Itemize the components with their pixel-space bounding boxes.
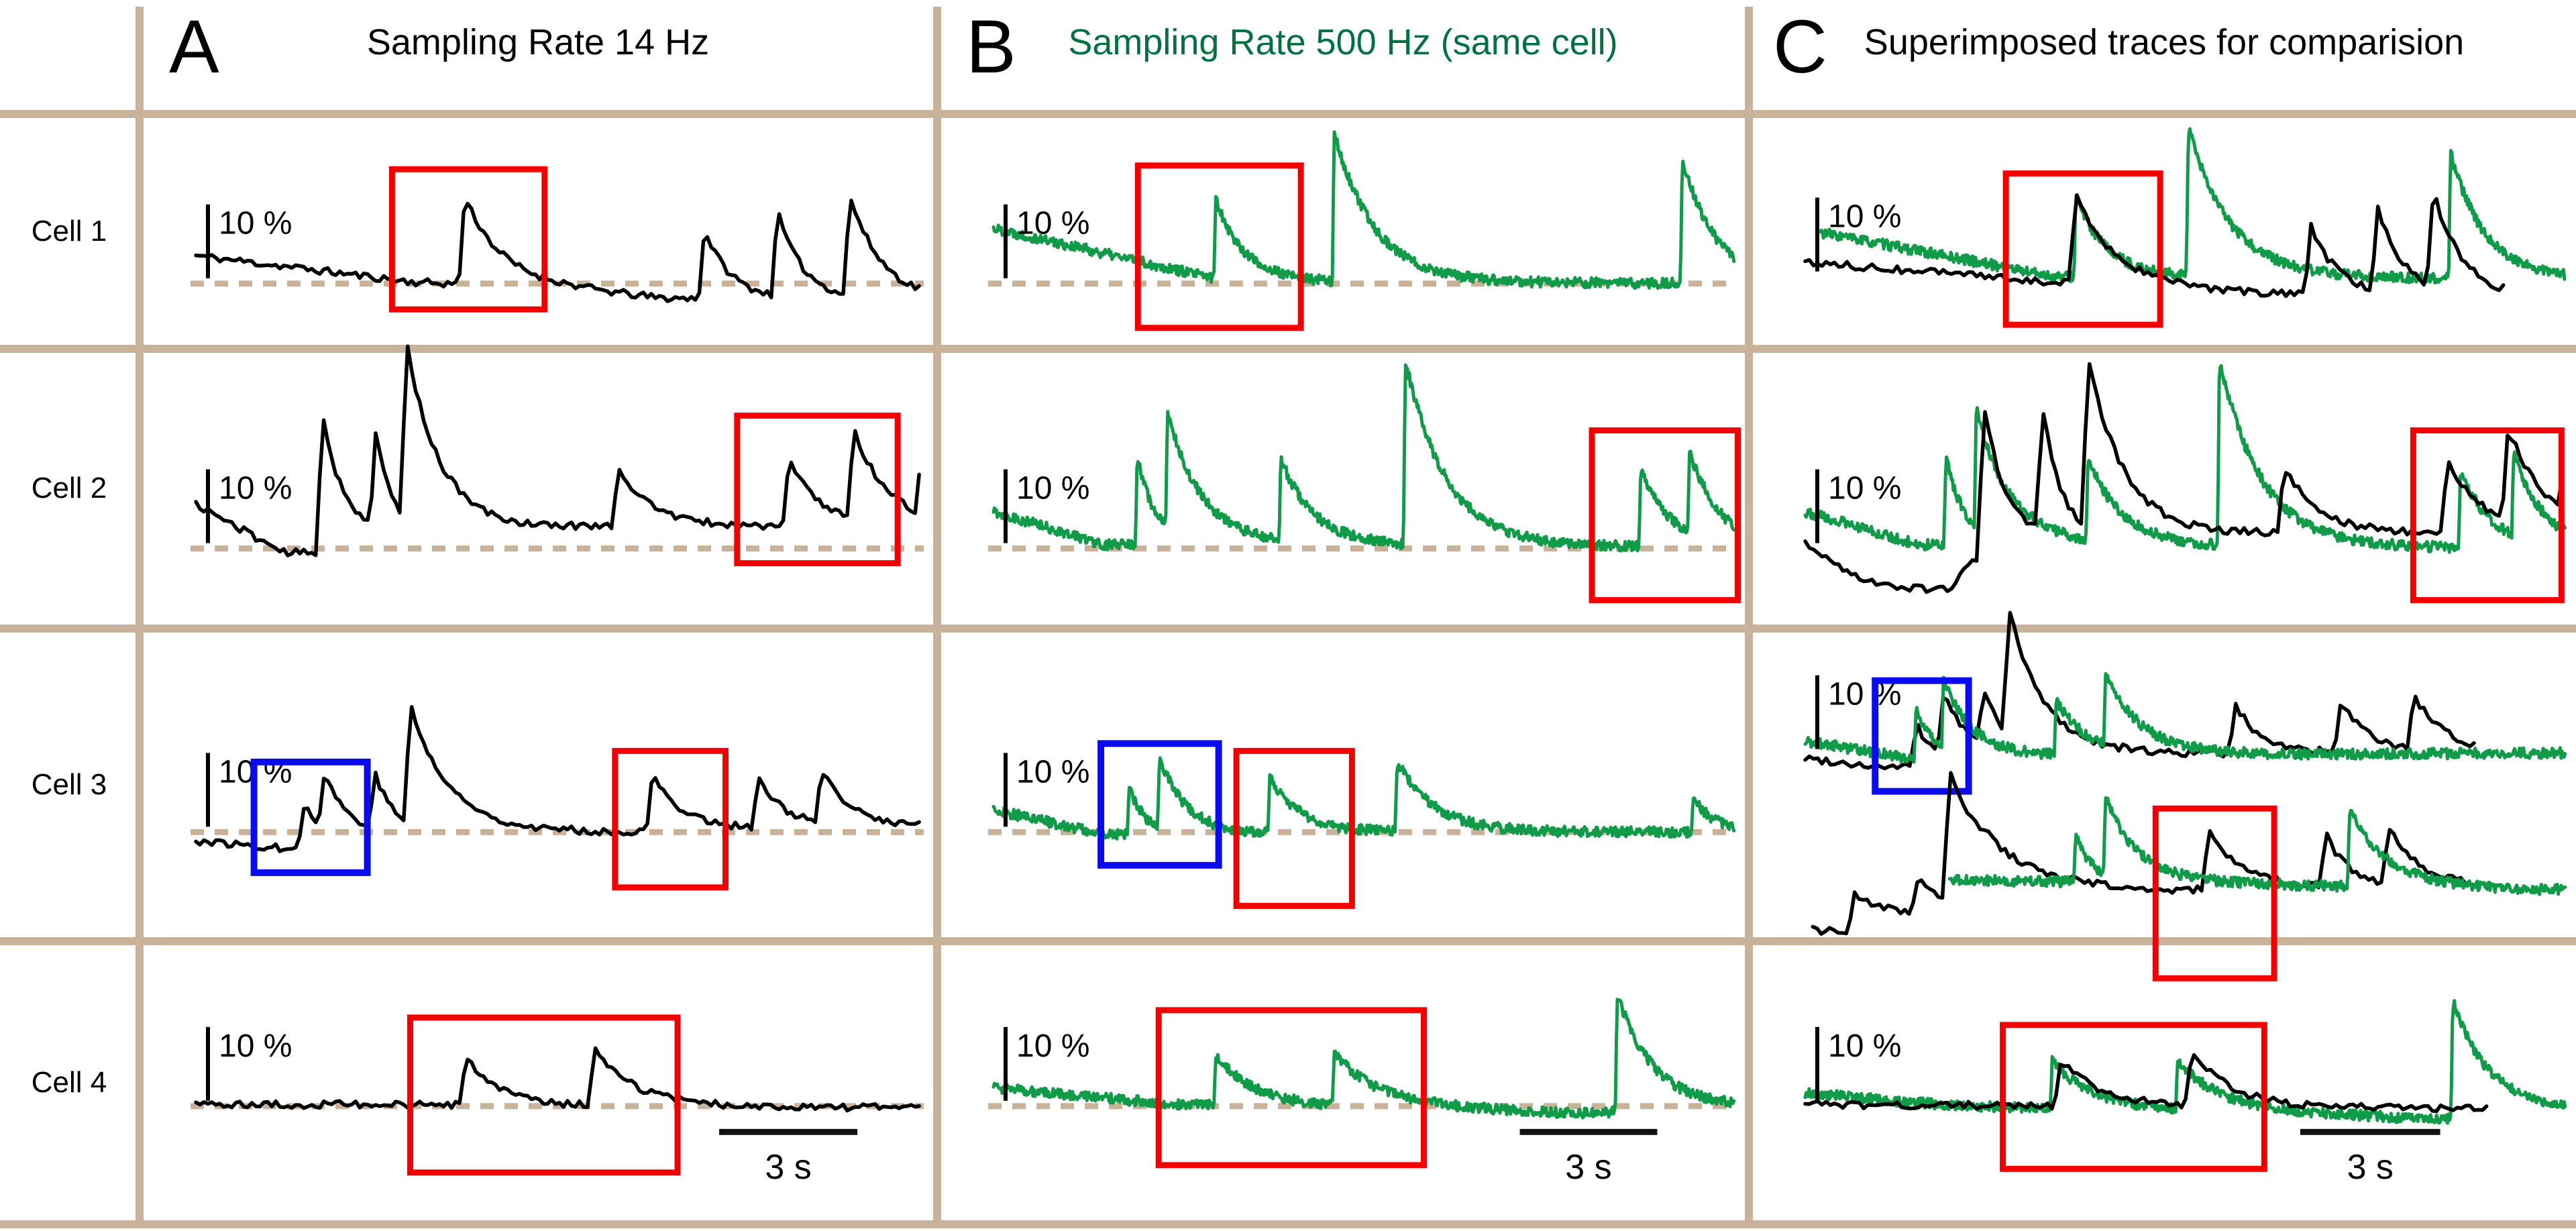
amp-scale-label-c2: 10 % xyxy=(1828,471,1901,506)
highlight-box-red-a1 xyxy=(388,166,548,313)
time-scale-label-b4: 3 s xyxy=(1565,1148,1611,1187)
row-label-cell-2: Cell 2 xyxy=(31,472,107,504)
column-title-superimposed: Superimposed traces for comparision xyxy=(1864,22,2465,62)
panel-b1: 10 % xyxy=(988,130,1736,331)
row-label-cell-4: Cell 4 xyxy=(31,1066,107,1099)
amp-scale-label-c1: 10 % xyxy=(1828,199,1901,235)
panel-c3: 10 % xyxy=(1803,610,2567,981)
row-label-cell-1: Cell 1 xyxy=(31,215,107,248)
column-title-14hz: Sampling Rate 14 Hz xyxy=(366,22,710,62)
panel-b3: 10 % xyxy=(988,740,1736,909)
highlight-box-red-c2 xyxy=(2410,427,2565,604)
highlight-box-red-b3-2 xyxy=(1233,747,1355,909)
trace-c2-500hz xyxy=(1803,364,2567,554)
trace-b1-500hz xyxy=(991,130,1736,290)
grid-hline-row2 xyxy=(0,625,2576,633)
trace-c3-14hz xyxy=(1803,610,2476,771)
grid-hline-bottom xyxy=(0,1220,2576,1228)
column-title-500hz: Sampling Rate 500 Hz (same cell) xyxy=(1068,22,1618,62)
trace-c2-14hz xyxy=(1803,362,2564,594)
panel-a1: 10 % xyxy=(191,166,924,313)
trace-b4-500hz xyxy=(991,998,1736,1120)
time-scalebar-b4 xyxy=(1519,1128,1658,1135)
highlight-box-blue-b3 xyxy=(1097,740,1222,869)
amp-scale-label-a1: 10 % xyxy=(219,206,292,242)
trace-c3-14hz xyxy=(1811,771,2475,936)
amp-scale-label-a2: 10 % xyxy=(219,471,292,506)
panel-letter-b: B xyxy=(966,5,1016,89)
time-scale-label-c4: 3 s xyxy=(2347,1148,2394,1187)
grid-hline-header xyxy=(0,110,2576,118)
highlight-box-red-b1 xyxy=(1134,162,1304,331)
amp-scale-label-c4: 10 % xyxy=(1828,1028,1901,1064)
amp-scale-label-b4: 10 % xyxy=(1016,1028,1089,1064)
highlight-box-blue-c3 xyxy=(1872,677,1972,795)
amp-scale-label-a4: 10 % xyxy=(219,1028,292,1064)
highlight-box-red-a3-2 xyxy=(612,747,729,891)
amp-scale-label-b2: 10 % xyxy=(1016,471,1089,506)
trace-a2-14hz xyxy=(194,344,921,557)
highlight-box-red-b2 xyxy=(1589,427,1741,604)
highlight-box-red-c4 xyxy=(2000,1022,2267,1172)
amp-scale-label-b1: 10 % xyxy=(1016,206,1089,242)
highlight-box-red-a2 xyxy=(734,413,901,567)
trace-c3-500hz xyxy=(1947,796,2567,896)
grid-hline-row1 xyxy=(0,345,2576,353)
panel-letter-c: C xyxy=(1773,5,1827,89)
time-scale-label-a4: 3 s xyxy=(765,1148,811,1187)
trace-b2-500hz xyxy=(991,363,1736,553)
panel-c1: 10 % xyxy=(1803,127,2567,328)
trace-b3-500hz xyxy=(991,756,1736,841)
panel-a2: 10 % xyxy=(191,344,924,567)
trace-c4-500hz xyxy=(1803,999,2567,1125)
grid-vline-bc xyxy=(1745,7,1753,1228)
panel-a3: 10 % xyxy=(191,705,924,891)
trace-c1-500hz xyxy=(1819,127,2567,284)
grid-hline-row3 xyxy=(0,937,2576,945)
trace-a4-14hz xyxy=(194,1046,921,1113)
highlight-box-red-b4 xyxy=(1155,1007,1427,1169)
grid-vline-left xyxy=(136,7,144,1228)
highlight-box-blue-a3 xyxy=(250,758,371,876)
amp-scale-label-b3: 10 % xyxy=(1016,754,1089,790)
panel-b4: 10 % 3 s xyxy=(988,998,1736,1187)
highlight-box-red-a4 xyxy=(407,1014,681,1176)
grid-vline-ab xyxy=(933,7,941,1228)
panel-a4: 10 % 3 s xyxy=(191,1014,924,1187)
trace-c1-14hz xyxy=(1803,193,2506,299)
panel-letter-a: A xyxy=(169,5,219,89)
trace-c4-14hz xyxy=(1803,1053,2489,1114)
panel-c2: 10 % xyxy=(1803,362,2567,604)
time-scalebar-a4 xyxy=(719,1128,858,1135)
highlight-box-red-c1 xyxy=(2002,170,2163,328)
trace-a1-14hz xyxy=(194,199,921,303)
trace-c3-500hz xyxy=(1803,672,2567,764)
time-scalebar-c4 xyxy=(2300,1128,2440,1135)
panel-b2: 10 % xyxy=(988,363,1741,604)
trace-a3-14hz xyxy=(194,705,921,853)
panel-c4: 10 % 3 s xyxy=(1803,999,2567,1187)
highlight-box-red-c3 xyxy=(2152,805,2277,981)
row-label-cell-3: Cell 3 xyxy=(31,768,107,801)
